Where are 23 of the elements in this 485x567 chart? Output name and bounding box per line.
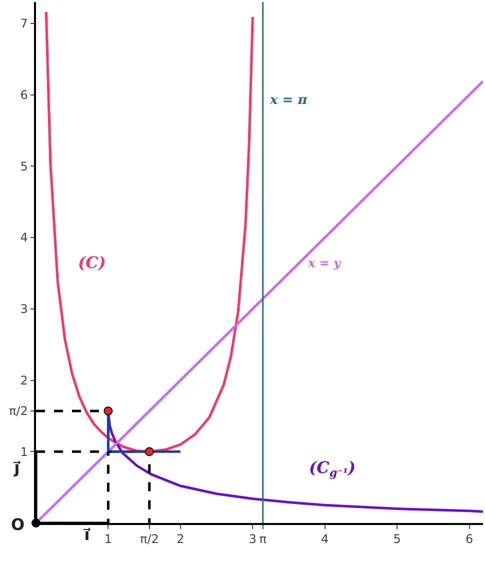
x-tick-label: 5: [393, 532, 401, 546]
text: j⃗: [13, 458, 21, 477]
y-tick-label: 7: [20, 16, 28, 31]
x-tick-label: 6: [465, 532, 474, 546]
x-tick-label: 3: [248, 532, 256, 546]
y-tick-label: 5: [20, 159, 28, 174]
y-tick-label: 3: [20, 302, 28, 316]
x-tick-label: π/2: [140, 532, 159, 546]
text: O: [11, 515, 25, 534]
y-tick-label: π/2: [8, 404, 28, 418]
x-tick-label: 1: [104, 532, 112, 546]
x-tick-label: 4: [321, 532, 329, 546]
y-tick-label: 1: [20, 444, 28, 459]
ref-line-label: x = π: [269, 93, 308, 108]
y-tick-label: 2: [20, 373, 28, 388]
annotation: (C$_{g⁻¹}$): [309, 458, 356, 480]
annotation: (C): [78, 253, 106, 272]
annotation: x = y: [307, 256, 342, 270]
y-tick-label: 6: [20, 88, 28, 102]
y-tick-label: 4: [20, 230, 28, 245]
text: i⃗: [83, 525, 91, 544]
x-tick-label: 2: [176, 532, 184, 546]
x-tick-label: π: [259, 532, 266, 546]
